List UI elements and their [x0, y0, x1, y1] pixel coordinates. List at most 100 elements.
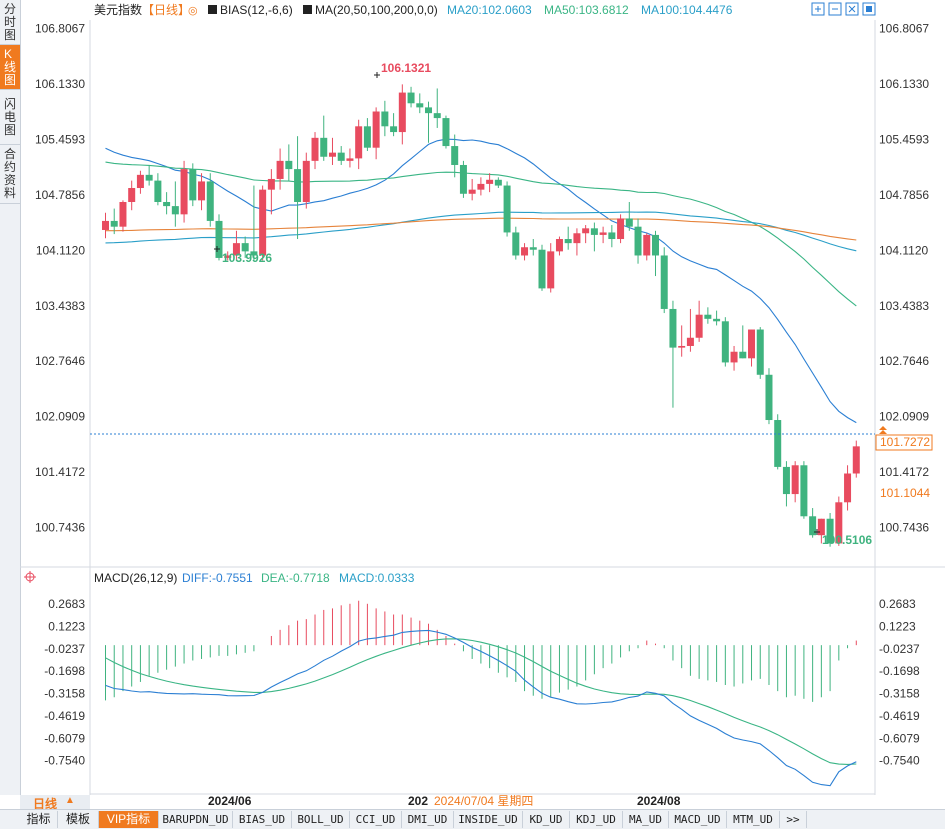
tab-inside[interactable]: INSIDE_UD [454, 811, 523, 828]
candle [302, 152, 310, 209]
price-tick-right: 106.1330 [879, 77, 929, 91]
candle [599, 226, 607, 244]
price-tick-right: 103.4383 [879, 299, 929, 313]
tab-macd[interactable]: MACD_UD [669, 811, 727, 828]
period-arrow-icon: ▲ [65, 795, 75, 806]
candle [459, 160, 467, 198]
period-label[interactable]: 【日线】 [142, 3, 190, 17]
tab-cci[interactable]: CCI_UD [350, 811, 402, 828]
candle [285, 144, 293, 182]
macd-tick-right: -0.4619 [879, 709, 920, 723]
candle [765, 368, 773, 425]
candle [433, 88, 441, 128]
candle [739, 325, 747, 359]
candle [704, 307, 712, 324]
candle [800, 461, 808, 519]
zoom-in-icon[interactable] [811, 2, 825, 16]
candle [625, 202, 633, 231]
tab-bias[interactable]: BIAS_UD [233, 811, 292, 828]
low-label: 103.9926 [222, 251, 272, 265]
x-label-jun: 2024/06 [208, 794, 252, 808]
price-tick-left: 100.7436 [35, 521, 85, 535]
candle [835, 496, 843, 546]
candle [713, 310, 721, 326]
candle [608, 225, 616, 248]
price-tick-left: 104.1120 [36, 243, 85, 257]
tab-barupdn[interactable]: BARUPDN_UD [159, 811, 233, 828]
candle [154, 173, 162, 206]
shrink-icon[interactable] [845, 2, 859, 16]
more-tabs-button[interactable]: >> [780, 811, 807, 828]
macd-tick-left: -0.4619 [44, 709, 85, 723]
bias-label: BIAS(12,-6,6) [220, 3, 293, 17]
tab-kd[interactable]: KD_UD [523, 811, 570, 828]
tab-label: 分时图 [3, 1, 16, 42]
indicator-toolbar: 指标 模板 VIP指标 BARUPDN_UD BIAS_UD BOLL_UD C… [0, 809, 945, 829]
ma20-value: MA20:102.0603 [447, 3, 532, 17]
candle [651, 230, 659, 277]
tab-ma[interactable]: MA_UD [623, 811, 669, 828]
tab-mtm[interactable]: MTM_UD [727, 811, 780, 828]
macd-dea: DEA:-0.7718 [261, 571, 330, 585]
tab-indicators[interactable]: 指标 [20, 811, 58, 828]
tab-boll[interactable]: BOLL_UD [292, 811, 350, 828]
tab-templates[interactable]: 模板 [58, 811, 99, 828]
zoom-out-icon[interactable] [828, 2, 842, 16]
candle [686, 308, 694, 352]
bias-indicator-icon[interactable] [208, 5, 217, 14]
fullscreen-icon[interactable] [862, 2, 876, 16]
macd-tick-left: -0.7540 [44, 754, 85, 768]
macd-diff-line [105, 629, 857, 787]
candle [136, 170, 144, 194]
candle [564, 226, 572, 250]
candle [198, 173, 206, 211]
macd-dea-line [105, 638, 857, 765]
candle [852, 440, 860, 478]
candle [826, 512, 834, 547]
low2-marker [814, 529, 820, 535]
candle [337, 146, 345, 165]
pin-icon[interactable]: ◎ [188, 5, 198, 17]
candle [582, 225, 590, 244]
candle [844, 465, 852, 511]
candle [145, 164, 153, 186]
candle [425, 101, 433, 143]
chart-header: 美元指数 【日线】 ◎ BIAS(12,-6,6) MA(20,50,100,2… [94, 2, 733, 17]
ma-indicator-icon[interactable] [303, 5, 312, 14]
candle [782, 461, 790, 507]
price-tick-right: 106.8067 [879, 22, 929, 36]
tab-label: 合约资料 [3, 147, 16, 200]
candle [573, 228, 581, 256]
candle [407, 86, 415, 108]
settings-icon[interactable] [24, 571, 36, 583]
price-tick-left: 106.1330 [35, 77, 85, 91]
tab-dmi[interactable]: DMI_UD [402, 811, 454, 828]
tab-contract-info[interactable]: 合约资料 [0, 145, 20, 204]
price-tick-right: 102.7646 [879, 354, 929, 368]
tab-timeshare[interactable]: 分时图 [0, 0, 20, 45]
x-label-jul-hover: 2024/07/04 星期四 [434, 794, 533, 808]
macd-tick-right: -0.0237 [879, 642, 920, 656]
low2-label: 100.5106 [822, 533, 872, 547]
candle [363, 118, 371, 151]
macd-tick-left: -0.0237 [44, 642, 85, 656]
tab-flash[interactable]: 闪电图 [0, 90, 20, 145]
high-label: 106.1321 [381, 61, 431, 75]
period-selector[interactable]: 日线 ▲ [20, 795, 90, 811]
macd-tick-right: -0.6079 [879, 731, 920, 745]
candle [163, 192, 171, 215]
macd-axis: 0.2683 0.2683 0.1223 0.1223 -0.0237 -0.0237 -0… [44, 597, 920, 768]
price-marker-icon [879, 426, 887, 434]
ma-label: MA(20,50,100,200,0,0) [315, 3, 438, 17]
candle [328, 137, 336, 165]
macd-tick-right: 0.2683 [879, 597, 916, 611]
tab-vip-indicators[interactable]: VIP指标 [99, 811, 159, 828]
tab-kdj[interactable]: KDJ_UD [570, 811, 623, 828]
candle [730, 345, 738, 371]
macd-bars [105, 600, 857, 702]
candle [311, 132, 319, 170]
